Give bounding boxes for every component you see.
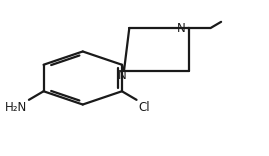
Text: N: N [118,69,127,82]
Text: H₂N: H₂N [5,101,28,114]
Text: N: N [177,22,186,35]
Text: Cl: Cl [138,101,150,114]
